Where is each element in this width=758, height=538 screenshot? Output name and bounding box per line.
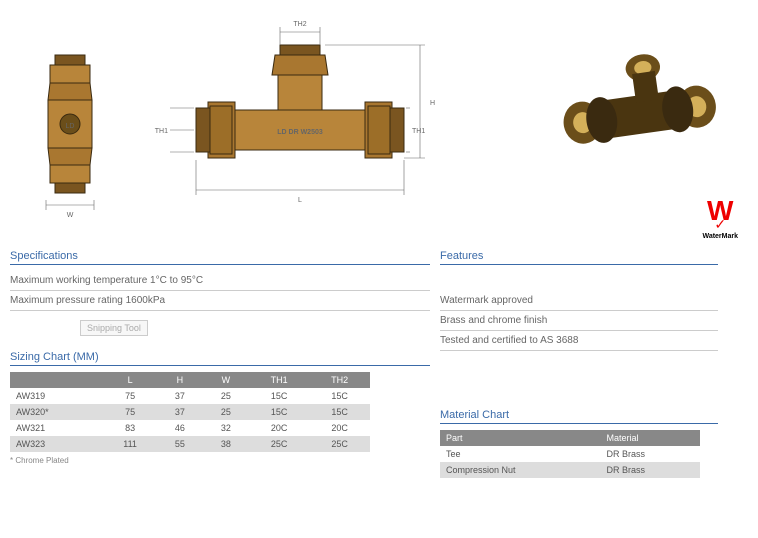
table-cell: 20C xyxy=(309,420,370,436)
side-view-inscription: LD DR W2503 xyxy=(277,129,323,136)
snipping-tool-overlay: Snipping Tool xyxy=(80,320,148,336)
table-cell: 37 xyxy=(157,404,203,420)
watermark-badge: W ✓ WaterMark xyxy=(702,200,738,240)
table-row: AW31975372515C15C xyxy=(10,388,370,404)
features-list: Watermark approvedBrass and chrome finis… xyxy=(440,291,718,351)
table-cell: 111 xyxy=(103,436,157,452)
sizing-chart-title: Sizing Chart (MM) xyxy=(10,351,430,366)
watermark-tick-icon: ✓ xyxy=(714,216,726,233)
table-cell: 25 xyxy=(203,404,249,420)
feature-line: Tested and certified to AS 3688 xyxy=(440,331,718,351)
table-cell: 15C xyxy=(249,404,310,420)
sizing-header: L xyxy=(103,372,157,388)
table-cell: 75 xyxy=(103,388,157,404)
table-cell: 15C xyxy=(309,388,370,404)
table-cell: 25C xyxy=(249,436,310,452)
left-column: Specifications Maximum working temperatu… xyxy=(0,240,440,478)
top-image-row: LD W xyxy=(0,0,758,240)
table-cell: AW323 xyxy=(10,436,103,452)
table-cell: DR Brass xyxy=(601,462,700,478)
table-cell: 15C xyxy=(309,404,370,420)
table-cell: 32 xyxy=(203,420,249,436)
svg-text:LD: LD xyxy=(66,123,75,130)
product-photo xyxy=(538,40,738,165)
table-cell: 20C xyxy=(249,420,310,436)
table-row: AW323111553825C25C xyxy=(10,436,370,452)
h-label: H xyxy=(430,100,435,107)
table-cell: Tee xyxy=(440,446,601,462)
sizing-header: W xyxy=(203,372,249,388)
sizing-footnote: * Chrome Plated xyxy=(10,456,430,465)
table-cell: AW321 xyxy=(10,420,103,436)
table-cell: AW320* xyxy=(10,404,103,420)
table-cell: 46 xyxy=(157,420,203,436)
sizing-header: TH2 xyxy=(309,372,370,388)
side-view-diagram: LD DR W2503 TH2 H TH1 TH1 L xyxy=(140,0,460,240)
spec-line: Maximum pressure rating 1600kPa xyxy=(10,291,430,311)
table-row: AW32183463220C20C xyxy=(10,420,370,436)
sizing-header xyxy=(10,372,103,388)
right-column: Features Watermark approvedBrass and chr… xyxy=(440,240,738,478)
table-cell: 75 xyxy=(103,404,157,420)
features-title: Features xyxy=(440,250,718,265)
feature-line: Watermark approved xyxy=(440,291,718,311)
th1-right-label: TH1 xyxy=(412,128,425,135)
sizing-chart-table: LHWTH1TH2 AW31975372515C15CAW320*7537251… xyxy=(10,372,370,452)
table-cell: 55 xyxy=(157,436,203,452)
table-cell: 83 xyxy=(103,420,157,436)
specifications-list: Maximum working temperature 1°C to 95°CM… xyxy=(10,271,430,311)
table-cell: 37 xyxy=(157,388,203,404)
table-cell: AW319 xyxy=(10,388,103,404)
l-label: L xyxy=(298,197,302,204)
sizing-header: TH1 xyxy=(249,372,310,388)
material-chart-table: PartMaterial TeeDR BrassCompression NutD… xyxy=(440,430,700,478)
table-cell: Compression Nut xyxy=(440,462,601,478)
table-cell: 25 xyxy=(203,388,249,404)
spec-line: Maximum working temperature 1°C to 95°C xyxy=(10,271,430,291)
watermark-label: WaterMark xyxy=(702,233,738,240)
end-view-w-label: W xyxy=(67,212,74,219)
feature-line: Brass and chrome finish xyxy=(440,311,718,331)
material-header: Material xyxy=(601,430,700,446)
table-row: AW320*75372515C15C xyxy=(10,404,370,420)
product-photo-area: W ✓ WaterMark xyxy=(460,0,758,240)
material-header: Part xyxy=(440,430,601,446)
material-chart-title: Material Chart xyxy=(440,409,718,424)
th2-label: TH2 xyxy=(293,21,306,28)
table-cell: 25C xyxy=(309,436,370,452)
end-view-diagram: LD W xyxy=(0,0,140,240)
sizing-header: H xyxy=(157,372,203,388)
th1-left-label: TH1 xyxy=(155,128,168,135)
specifications-title: Specifications xyxy=(10,250,430,265)
table-row: TeeDR Brass xyxy=(440,446,700,462)
table-cell: 38 xyxy=(203,436,249,452)
table-cell: DR Brass xyxy=(601,446,700,462)
table-cell: 15C xyxy=(249,388,310,404)
table-row: Compression NutDR Brass xyxy=(440,462,700,478)
